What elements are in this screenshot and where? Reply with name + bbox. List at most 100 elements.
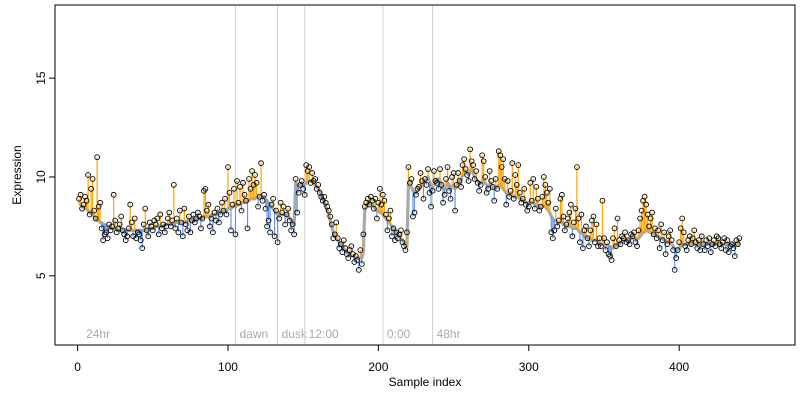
data-point xyxy=(574,164,580,170)
data-point xyxy=(440,199,446,206)
data-point xyxy=(444,164,451,170)
data-point xyxy=(577,239,583,246)
data-point xyxy=(169,217,176,224)
data-point xyxy=(575,215,582,222)
data-point xyxy=(294,209,301,216)
data-point xyxy=(459,162,466,168)
data-point xyxy=(647,215,654,222)
data-point xyxy=(650,231,657,238)
data-point xyxy=(556,217,562,224)
data-point xyxy=(295,189,302,196)
data-point xyxy=(223,211,230,218)
data-point xyxy=(503,201,510,208)
data-point xyxy=(255,203,261,210)
data-point xyxy=(298,178,305,184)
data-point xyxy=(446,187,452,194)
data-point xyxy=(667,227,674,234)
data-point xyxy=(282,221,288,228)
data-point xyxy=(513,182,520,188)
data-point xyxy=(599,197,606,204)
data-point xyxy=(471,176,478,182)
data-point xyxy=(725,249,732,255)
data-point xyxy=(136,231,143,238)
data-point xyxy=(583,223,589,230)
data-point xyxy=(205,201,212,208)
data-point xyxy=(289,221,296,228)
y-axis: 5 10 15 xyxy=(34,71,56,279)
data-point xyxy=(243,197,249,204)
data-point xyxy=(486,168,493,174)
data-point xyxy=(178,219,185,226)
data-point xyxy=(238,207,245,214)
data-point xyxy=(730,245,737,251)
data-point xyxy=(527,180,534,186)
data-point xyxy=(152,221,159,228)
data-point xyxy=(563,221,570,228)
data-point xyxy=(549,235,556,242)
data-point xyxy=(283,211,290,218)
data-point xyxy=(91,207,97,214)
data-point xyxy=(695,237,702,244)
data-point xyxy=(470,162,476,168)
data-point xyxy=(325,207,332,214)
data-point xyxy=(638,207,645,214)
data-point xyxy=(309,170,316,176)
data-point xyxy=(546,185,553,192)
data-point xyxy=(97,199,103,206)
data-point xyxy=(167,223,174,230)
data-point xyxy=(677,225,684,232)
data-point xyxy=(644,211,651,218)
residual-segments xyxy=(78,149,740,270)
data-point xyxy=(680,229,687,236)
data-point xyxy=(452,207,458,214)
data-point xyxy=(204,207,210,214)
data-point xyxy=(172,225,179,232)
data-point xyxy=(461,156,467,163)
data-point xyxy=(222,195,228,202)
data-point xyxy=(128,219,135,226)
data-point xyxy=(704,243,711,250)
data-point xyxy=(731,253,738,259)
data-point xyxy=(485,185,492,192)
data-point xyxy=(83,197,90,204)
data-point xyxy=(241,191,248,198)
x-tick-label: 300 xyxy=(519,360,539,374)
data-point xyxy=(455,170,461,176)
data-point xyxy=(300,185,307,192)
data-point xyxy=(494,185,501,192)
data-point xyxy=(420,195,427,202)
data-point xyxy=(634,243,640,250)
data-point xyxy=(724,237,731,244)
data-point xyxy=(519,195,526,202)
data-point xyxy=(565,215,571,222)
data-point xyxy=(232,231,239,238)
data-point xyxy=(249,168,255,174)
data-point xyxy=(506,193,513,200)
data-point xyxy=(131,215,138,222)
data-point xyxy=(568,201,574,208)
data-point xyxy=(734,241,741,248)
data-point xyxy=(560,213,567,220)
data-point xyxy=(261,191,267,198)
data-point xyxy=(428,203,434,210)
data-point xyxy=(569,233,576,240)
data-point xyxy=(264,223,270,230)
data-point xyxy=(437,166,443,172)
data-point xyxy=(398,227,404,234)
data-point xyxy=(480,158,487,165)
data-point xyxy=(377,185,383,192)
data-point xyxy=(355,267,362,273)
data-point xyxy=(186,213,192,220)
phase-label: 24hr xyxy=(86,327,110,341)
data-point xyxy=(626,241,633,248)
data-point xyxy=(288,227,294,234)
data-point xyxy=(154,215,161,222)
data-point xyxy=(145,233,152,240)
data-point xyxy=(674,247,681,253)
data-point xyxy=(279,209,285,216)
data-point xyxy=(688,241,695,248)
phase-label: 48hr xyxy=(437,327,461,341)
data-point xyxy=(671,267,678,273)
data-point xyxy=(371,205,377,212)
data-point xyxy=(357,247,364,253)
